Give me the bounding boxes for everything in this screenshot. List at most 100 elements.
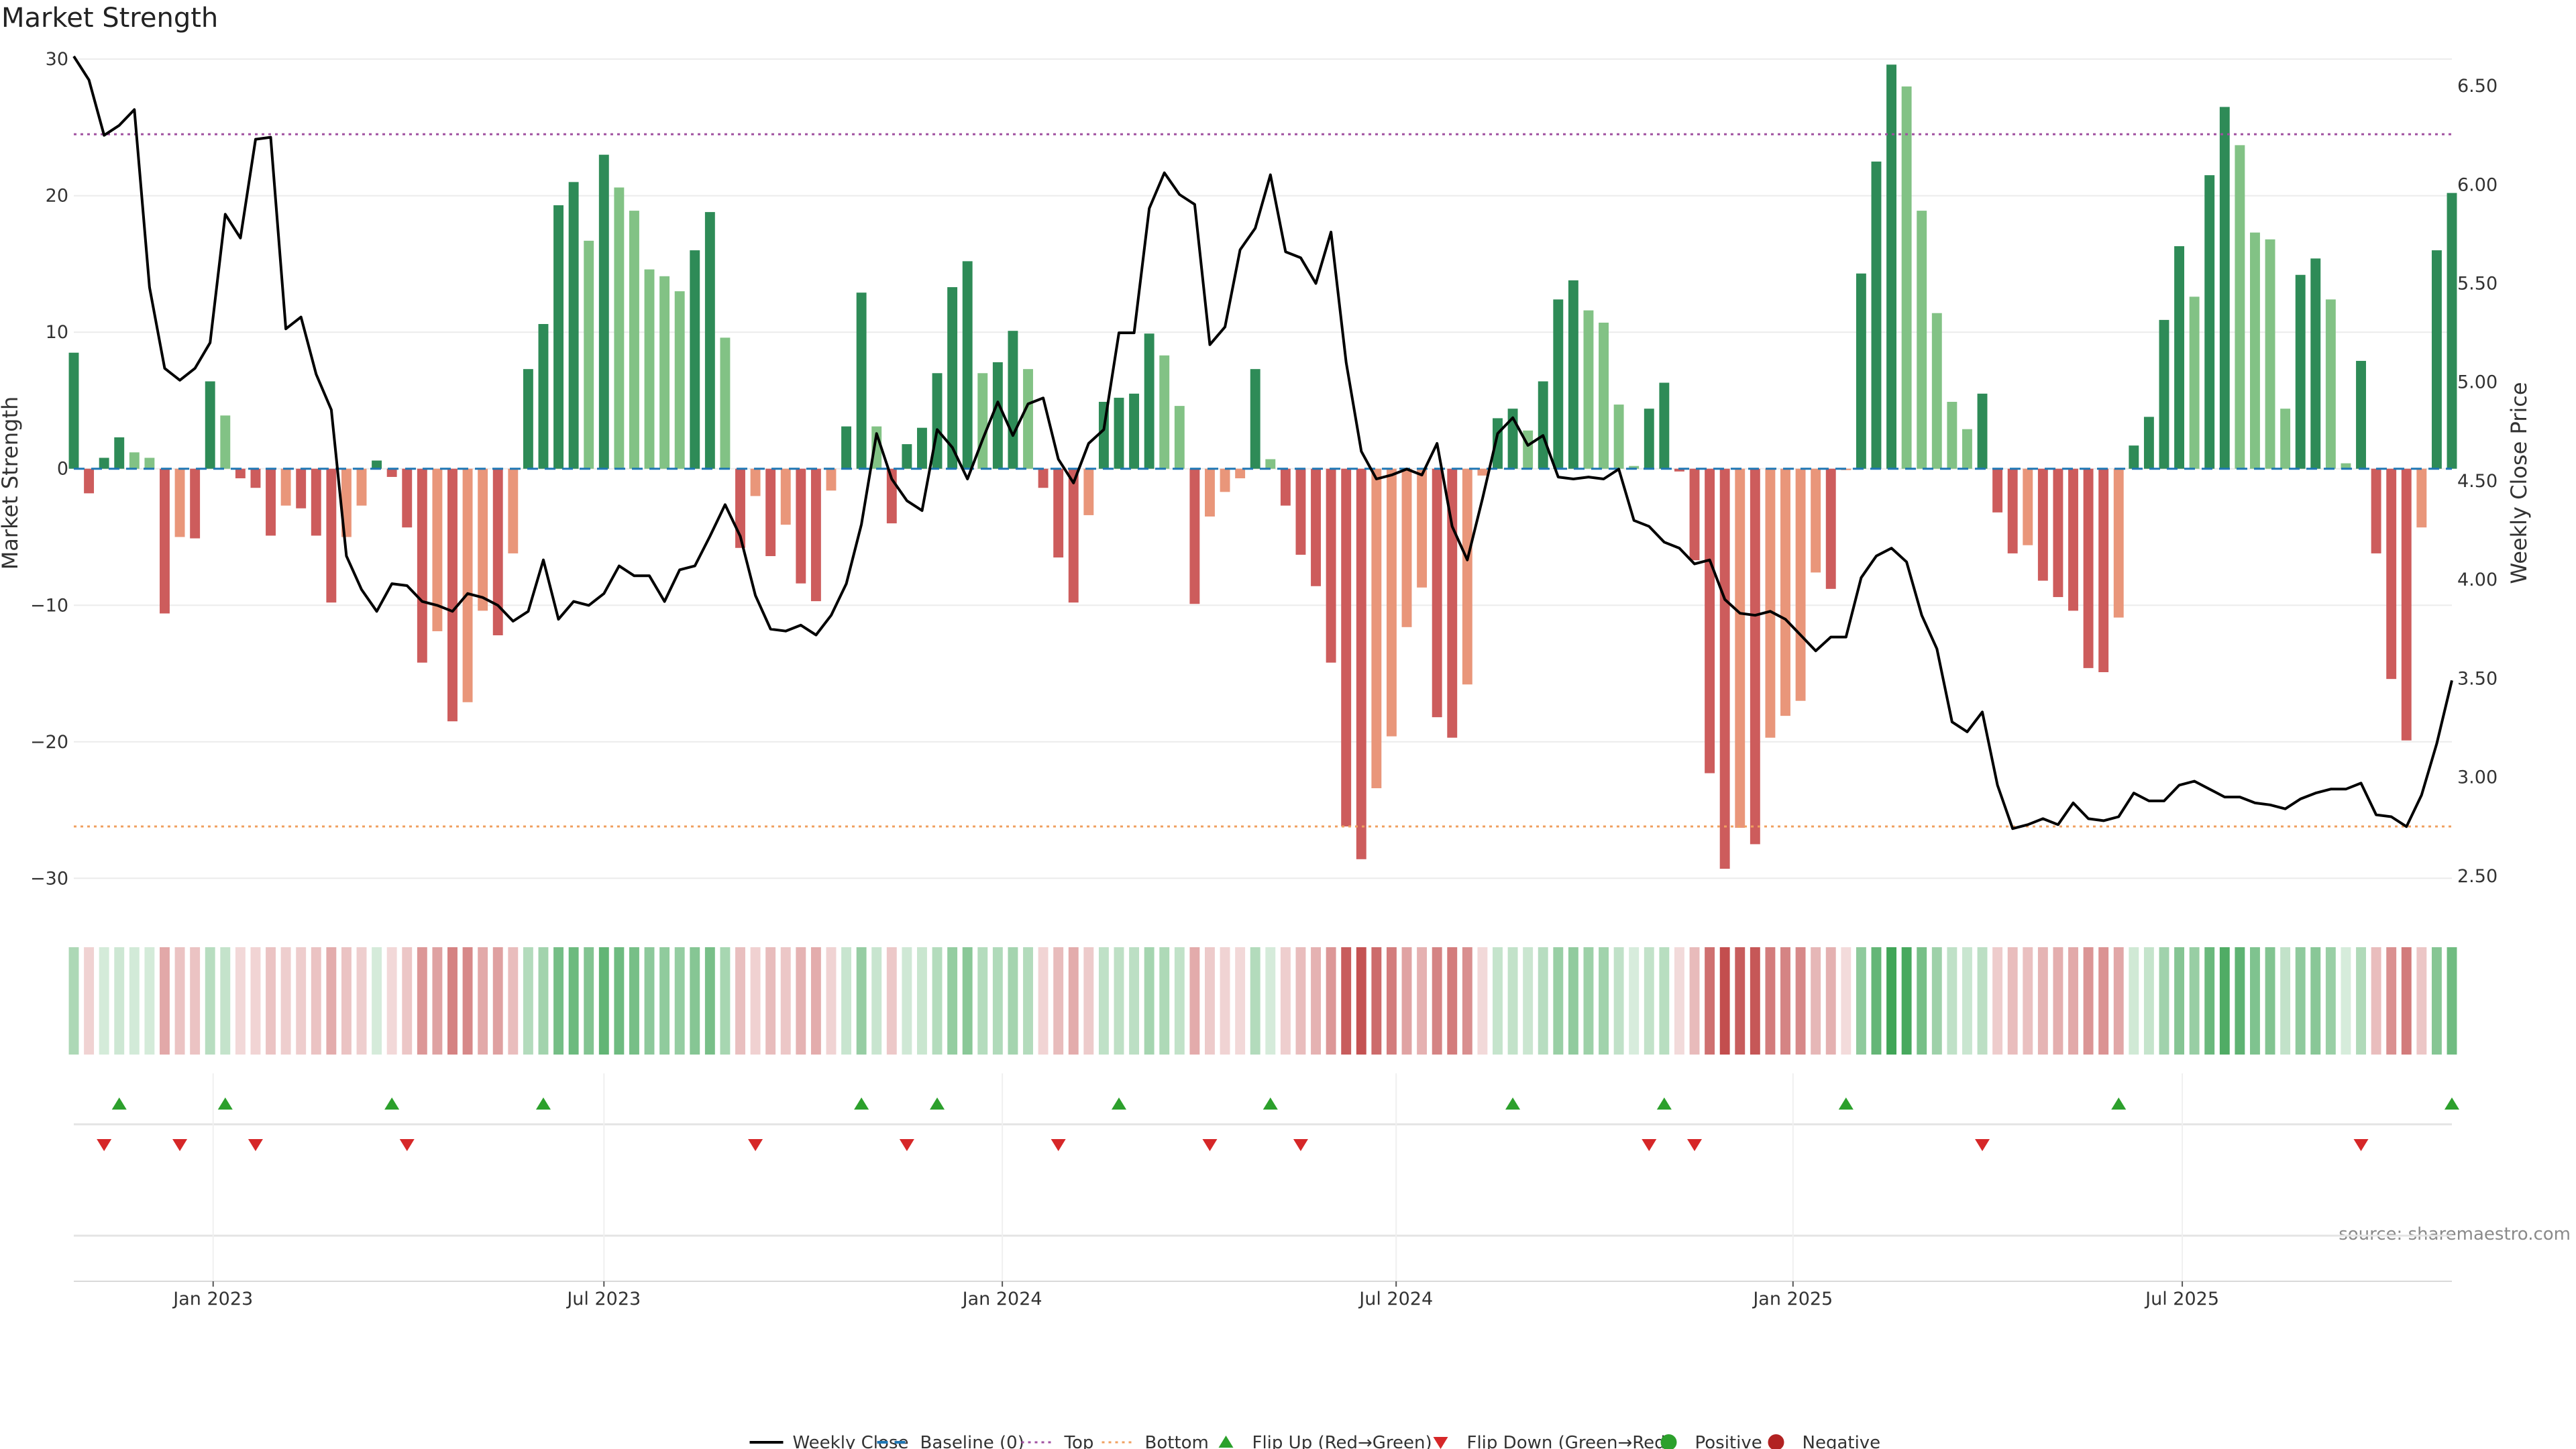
strength-bar: [2371, 468, 2381, 553]
strength-bar: [402, 468, 413, 528]
heat-cell: [1462, 947, 1472, 1055]
heat-cell: [644, 947, 655, 1055]
heat-cell: [1265, 947, 1276, 1055]
strength-bar: [1886, 64, 1897, 469]
strength-bar: [1144, 333, 1155, 469]
heat-cell: [1901, 947, 1912, 1055]
strength-bar: [2431, 250, 2442, 469]
strength-bar: [1159, 355, 1170, 469]
strength-bar: [584, 240, 594, 469]
heat-cell: [1235, 947, 1246, 1055]
heat-cell: [99, 947, 109, 1055]
heat-cell: [1493, 947, 1503, 1055]
strength-bar: [1174, 406, 1185, 469]
heat-cell: [598, 947, 609, 1055]
legend-swatch: [1218, 1436, 1234, 1448]
heat-cell: [2250, 947, 2260, 1055]
heat-cell: [568, 947, 579, 1055]
heat-cell: [1659, 947, 1670, 1055]
heat-cell: [962, 947, 973, 1055]
strength-bar: [780, 468, 791, 525]
heat-cell: [1068, 947, 1079, 1055]
flip-up-marker: [1656, 1097, 1672, 1110]
strength-bar: [68, 352, 79, 469]
heat-cell: [1629, 947, 1640, 1055]
y-left-tick-label: 0: [57, 459, 68, 480]
heat-cell: [2235, 947, 2245, 1055]
strength-bar: [2325, 299, 2336, 469]
heat-cell: [2189, 947, 2200, 1055]
heat-cell: [2386, 947, 2397, 1055]
strength-bar: [432, 468, 443, 631]
heat-cell: [1871, 947, 1882, 1055]
x-tick-label: Jul 2024: [1358, 1289, 1433, 1309]
heat-cell: [1719, 947, 1730, 1055]
strength-bar: [674, 291, 685, 469]
strength-bar: [856, 292, 867, 469]
strength-bar: [205, 381, 215, 469]
strength-bar: [1977, 393, 1988, 469]
flip-down-marker: [1293, 1139, 1308, 1151]
strength-bar: [1856, 273, 1866, 469]
legend-item: Negative: [1768, 1433, 1881, 1449]
heat-cell: [1507, 947, 1518, 1055]
heat-cell: [2143, 947, 2154, 1055]
heat-cell: [190, 947, 201, 1055]
heat-cell: [2431, 947, 2442, 1055]
strength-bar: [1311, 468, 1321, 586]
y-axis-left-title: Market Strength: [0, 396, 23, 570]
heat-cell: [2113, 947, 2124, 1055]
strength-bar: [538, 324, 549, 469]
strength-bar: [1417, 468, 1428, 588]
legend-label: Bottom: [1145, 1433, 1209, 1449]
strength-bar: [2189, 297, 2200, 469]
strength-bar: [478, 468, 488, 611]
source-note: source: sharemaestro.com: [2339, 1224, 2571, 1244]
heat-cell: [1886, 947, 1897, 1055]
strength-bar: [1553, 299, 1564, 469]
heat-cell: [2174, 947, 2185, 1055]
flip-up-marker: [535, 1097, 551, 1110]
heat-cell: [1795, 947, 1806, 1055]
flip-down-marker: [172, 1139, 188, 1151]
strength-bar: [1719, 468, 1730, 869]
legend-swatch: [1660, 1434, 1677, 1449]
heat-cell: [1811, 947, 1821, 1055]
heat-cell: [1114, 947, 1124, 1055]
y-axis-right-title: Weekly Close Price: [2506, 382, 2532, 584]
strength-bar: [2219, 107, 2230, 469]
strength-bar: [1462, 468, 1472, 685]
heat-cell: [84, 947, 95, 1055]
heat-cell: [992, 947, 1003, 1055]
heat-cell: [1705, 947, 1715, 1055]
flip-down-marker: [1642, 1139, 1657, 1151]
strength-bar: [1068, 468, 1079, 603]
legend-item: Positive: [1660, 1433, 1762, 1449]
heat-cell: [1098, 947, 1109, 1055]
flip-up-marker: [930, 1097, 945, 1110]
strength-bar: [99, 458, 109, 469]
strength-bar: [992, 362, 1003, 469]
flip-up-marker: [384, 1097, 400, 1110]
strength-bar: [372, 460, 382, 469]
legend-label: Negative: [1803, 1433, 1881, 1449]
heat-cell: [402, 947, 413, 1055]
strength-bar: [1599, 322, 1609, 469]
strength-bar: [2098, 468, 2109, 672]
strength-bar: [1613, 405, 1624, 469]
strength-bar: [1053, 468, 1064, 558]
strength-bar: [1825, 468, 1836, 589]
heat-cell: [1371, 947, 1382, 1055]
flip-up-marker: [1263, 1097, 1278, 1110]
heat-cell: [2129, 947, 2139, 1055]
heat-cell: [1553, 947, 1564, 1055]
heat-cell: [1523, 947, 1534, 1055]
heat-cell: [1083, 947, 1094, 1055]
flip-up-marker: [1505, 1097, 1521, 1110]
flip-up-marker: [1111, 1097, 1126, 1110]
strength-bar: [2250, 232, 2260, 469]
heat-cell: [826, 947, 837, 1055]
heat-cell: [2219, 947, 2230, 1055]
strength-bar: [704, 212, 715, 469]
